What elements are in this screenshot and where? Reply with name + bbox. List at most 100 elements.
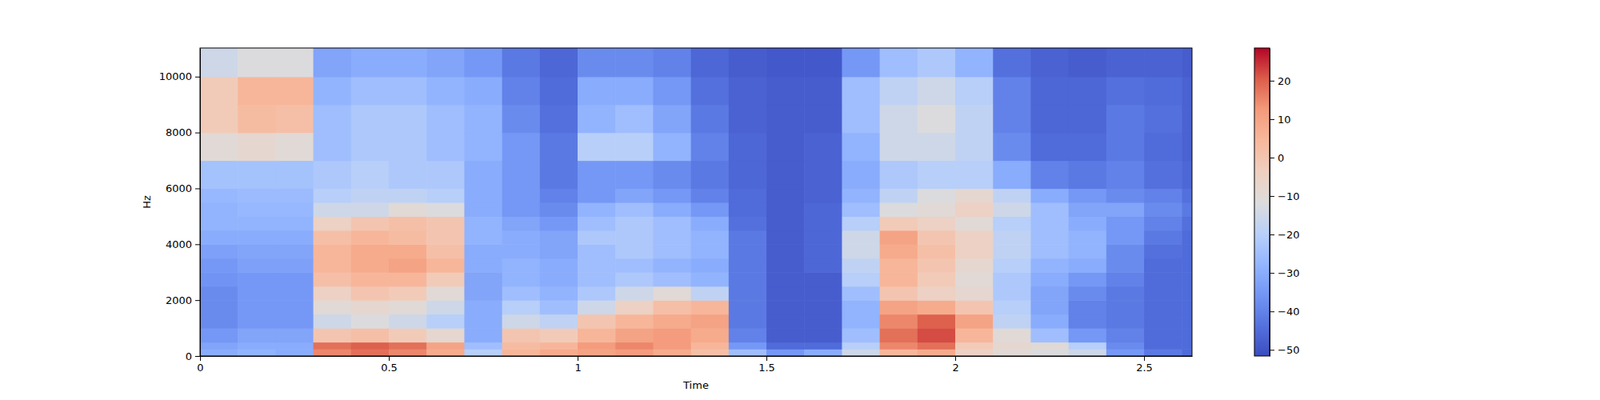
cell	[615, 244, 654, 259]
y-axis-tick-mark	[195, 244, 200, 245]
cell	[766, 328, 805, 343]
cell	[955, 300, 994, 315]
cell	[313, 48, 352, 77]
cell	[917, 348, 956, 356]
cell	[1181, 328, 1192, 343]
cell	[540, 272, 579, 287]
cell	[728, 244, 768, 259]
cell	[880, 286, 919, 301]
cell	[464, 244, 503, 259]
cell	[992, 348, 1032, 356]
cell	[540, 230, 579, 245]
x-axis-tick-label: 0	[196, 361, 204, 374]
cell	[691, 230, 730, 245]
cell	[313, 342, 352, 350]
cell	[502, 202, 541, 217]
cell	[1030, 160, 1069, 190]
cell	[351, 286, 390, 301]
cell	[1068, 76, 1108, 106]
cell	[691, 132, 730, 162]
cell	[351, 314, 390, 329]
cell	[502, 258, 541, 273]
cell	[237, 286, 276, 301]
cell	[351, 132, 390, 162]
cell	[577, 342, 616, 350]
cell	[917, 160, 956, 190]
cell	[728, 286, 768, 301]
cell	[200, 342, 239, 350]
cell	[502, 348, 541, 356]
cell	[426, 342, 465, 350]
cell	[1068, 328, 1108, 343]
cell	[917, 188, 956, 203]
cell	[1181, 272, 1192, 287]
x-axis-tick-mark	[1144, 356, 1145, 361]
cell	[1181, 160, 1192, 190]
cell	[502, 244, 541, 259]
cell	[313, 244, 352, 259]
cell	[426, 258, 465, 273]
x-axis-tick: 2.5	[1136, 356, 1153, 374]
cell	[502, 314, 541, 329]
cell	[917, 244, 956, 259]
cell	[615, 104, 654, 134]
colorbar-axis-tick-mark	[1269, 80, 1275, 82]
cell	[1181, 342, 1192, 350]
cell	[351, 48, 390, 77]
cell	[1181, 202, 1192, 217]
cell	[615, 202, 654, 217]
cell	[1106, 230, 1145, 245]
cell	[388, 160, 428, 190]
y-axis-tick: 2000	[165, 294, 200, 307]
cell	[841, 342, 880, 350]
cell	[275, 132, 314, 162]
cell	[804, 216, 843, 231]
colorbar-axis-tick-label: 10	[1277, 113, 1292, 126]
cell	[464, 348, 503, 356]
cell	[691, 300, 730, 315]
cell	[1030, 300, 1069, 315]
cell	[880, 244, 919, 259]
x-axis-line	[200, 356, 1193, 357]
cell	[540, 342, 579, 350]
cell	[955, 188, 994, 203]
cell	[388, 258, 428, 273]
y-axis-title: Hz	[140, 195, 153, 209]
colorbar-axis-tick-mark	[1269, 349, 1275, 351]
cell	[955, 132, 994, 162]
cell	[955, 244, 994, 259]
x-axis-tick-label: 1	[574, 361, 581, 374]
cell	[955, 160, 994, 190]
y-axis-tick-mark	[195, 300, 200, 301]
cell	[200, 328, 239, 343]
cell	[1030, 328, 1069, 343]
cell	[615, 216, 654, 231]
colorbar-axis: −50−40−30−20−1001020	[1269, 48, 1300, 357]
cell	[540, 314, 579, 329]
cell	[691, 244, 730, 259]
cell	[275, 76, 314, 106]
cell	[766, 132, 805, 162]
cell	[237, 132, 276, 162]
cell	[615, 272, 654, 287]
cell	[237, 314, 276, 329]
colorbar-axis-tick-label: −30	[1277, 267, 1300, 280]
cell	[1030, 342, 1069, 350]
cell	[880, 216, 919, 231]
y-axis-tick-label: 4000	[165, 238, 192, 251]
cell	[652, 300, 692, 315]
x-axis-tick-label: 0.5	[380, 361, 398, 374]
cell	[766, 216, 805, 231]
colorbar-axis-tick: −50	[1269, 344, 1300, 356]
cell	[275, 104, 314, 134]
cell	[237, 300, 276, 315]
cell	[351, 342, 390, 350]
cell	[313, 76, 352, 106]
cell	[766, 348, 805, 356]
cell	[917, 104, 956, 134]
cell	[917, 230, 956, 245]
cell	[577, 328, 616, 343]
cell	[1106, 300, 1145, 315]
cell	[426, 160, 465, 190]
cell	[577, 202, 616, 217]
